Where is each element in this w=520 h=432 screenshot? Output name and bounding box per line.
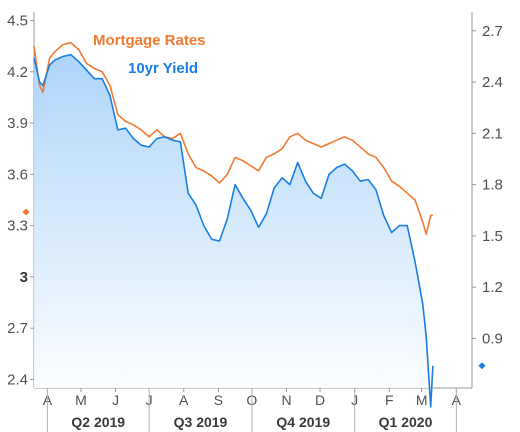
yield-area-fill bbox=[34, 54, 433, 407]
yield-area bbox=[34, 54, 433, 407]
month-label: D bbox=[315, 392, 325, 408]
month-label: A bbox=[179, 392, 189, 408]
left-tick-label: 2.4 bbox=[7, 371, 28, 388]
right-tick-label: 1.2 bbox=[482, 279, 503, 296]
left-axis: 4.5 4.2 3.9 3.6 3.3 3 2.7 2.4 bbox=[7, 13, 34, 388]
month-label: S bbox=[214, 392, 223, 408]
right-tick-label: 2.1 bbox=[482, 125, 503, 142]
left-tick-label: 2.7 bbox=[7, 320, 28, 337]
right-tick-label: 2.7 bbox=[482, 23, 503, 40]
legend-ten-year-yield: 10yr Yield bbox=[128, 60, 198, 77]
left-tick-label: 4.5 bbox=[7, 13, 28, 30]
yield-marker bbox=[478, 362, 486, 370]
left-tick-label: 3.6 bbox=[7, 166, 28, 183]
axis-markers bbox=[22, 208, 486, 370]
mortgage-rate-marker bbox=[22, 208, 30, 216]
left-tick-label: 3.3 bbox=[7, 218, 28, 235]
quarter-label: Q4 2019 bbox=[276, 414, 330, 430]
left-tick-label: 3 bbox=[20, 269, 28, 286]
quarter-label: Q3 2019 bbox=[174, 414, 228, 430]
left-tick-label: 4.2 bbox=[7, 64, 28, 81]
left-tick-label: 3.9 bbox=[7, 115, 28, 132]
month-label: F bbox=[385, 392, 394, 408]
quarter-label: Q1 2020 bbox=[379, 414, 433, 430]
series-lines bbox=[33, 42, 434, 408]
month-label: M bbox=[75, 392, 87, 408]
right-tick-label: 1.8 bbox=[482, 177, 503, 194]
right-axis: 2.7 2.4 2.1 1.8 1.5 1.2 0.9 bbox=[472, 23, 503, 347]
right-tick-label: 2.4 bbox=[482, 74, 503, 91]
quarter-label: Q2 2019 bbox=[71, 414, 125, 430]
ten-year-yield-line bbox=[33, 53, 434, 408]
legend: Mortgage Rates 10yr Yield bbox=[93, 32, 206, 77]
mortgage-rates-line bbox=[33, 42, 433, 235]
legend-mortgage-rates: Mortgage Rates bbox=[93, 32, 206, 49]
right-tick-label: 0.9 bbox=[482, 330, 503, 347]
month-label: N bbox=[281, 392, 291, 408]
right-tick-label: 1.5 bbox=[482, 228, 503, 245]
month-label: M bbox=[416, 392, 428, 408]
month-label: J bbox=[112, 392, 119, 408]
